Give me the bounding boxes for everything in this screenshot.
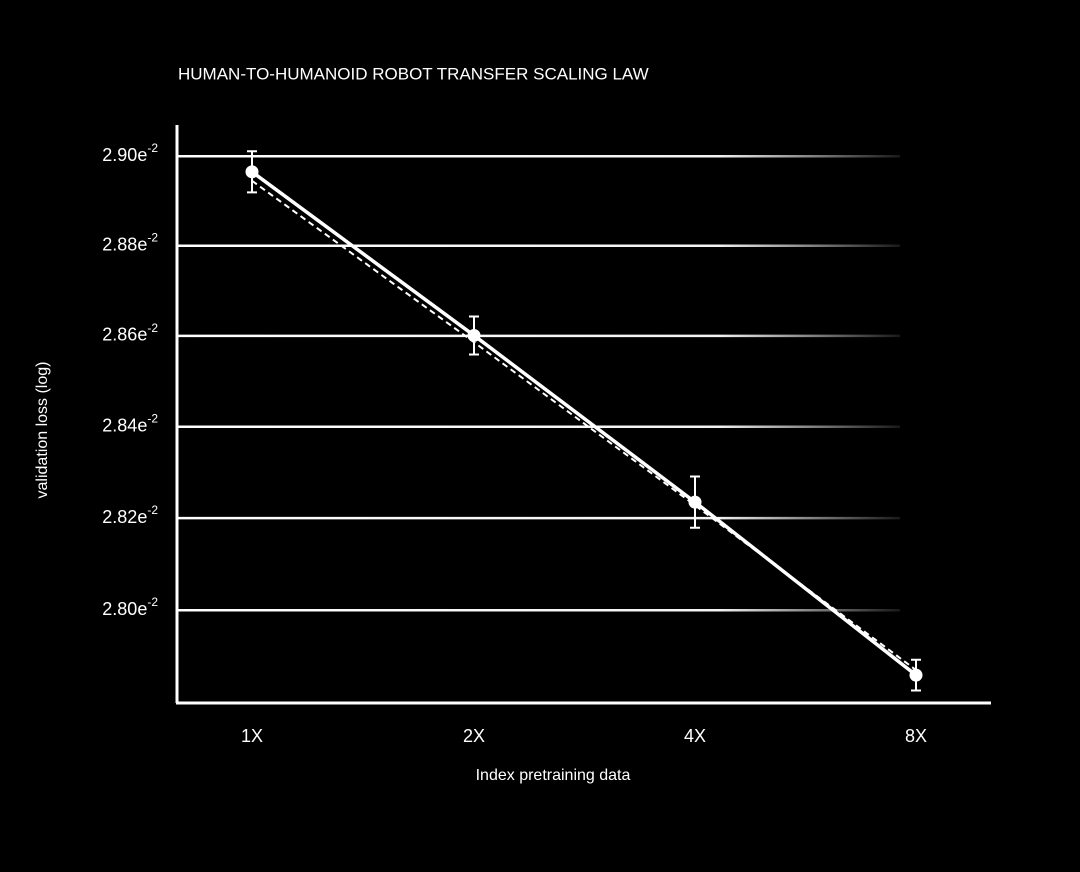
- y-tick-label: 2.88e-2: [102, 231, 158, 255]
- x-tick-label: 2X: [463, 726, 485, 746]
- x-tick-label: 1X: [241, 726, 263, 746]
- data-point: [245, 165, 259, 179]
- data-point: [909, 668, 923, 682]
- y-tick-label: 2.82e-2: [102, 503, 158, 527]
- x-axis-label: Index pretraining data: [476, 767, 631, 784]
- y-tick-label: 2.86e-2: [102, 321, 158, 345]
- y-tick-label: 2.80e-2: [102, 595, 158, 619]
- y-tick-label: 2.84e-2: [102, 412, 158, 436]
- data-point: [688, 495, 702, 509]
- y-tick-label: 2.90e-2: [102, 141, 158, 165]
- series-line: [250, 170, 918, 677]
- fit-line: [251, 179, 917, 671]
- data-point: [467, 328, 481, 342]
- chart-title: HUMAN-TO-HUMANOID ROBOT TRANSFER SCALING…: [178, 64, 649, 83]
- x-tick-label: 8X: [905, 726, 927, 746]
- y-axis-label: validation loss (log): [34, 362, 51, 499]
- x-tick-label: 4X: [684, 726, 706, 746]
